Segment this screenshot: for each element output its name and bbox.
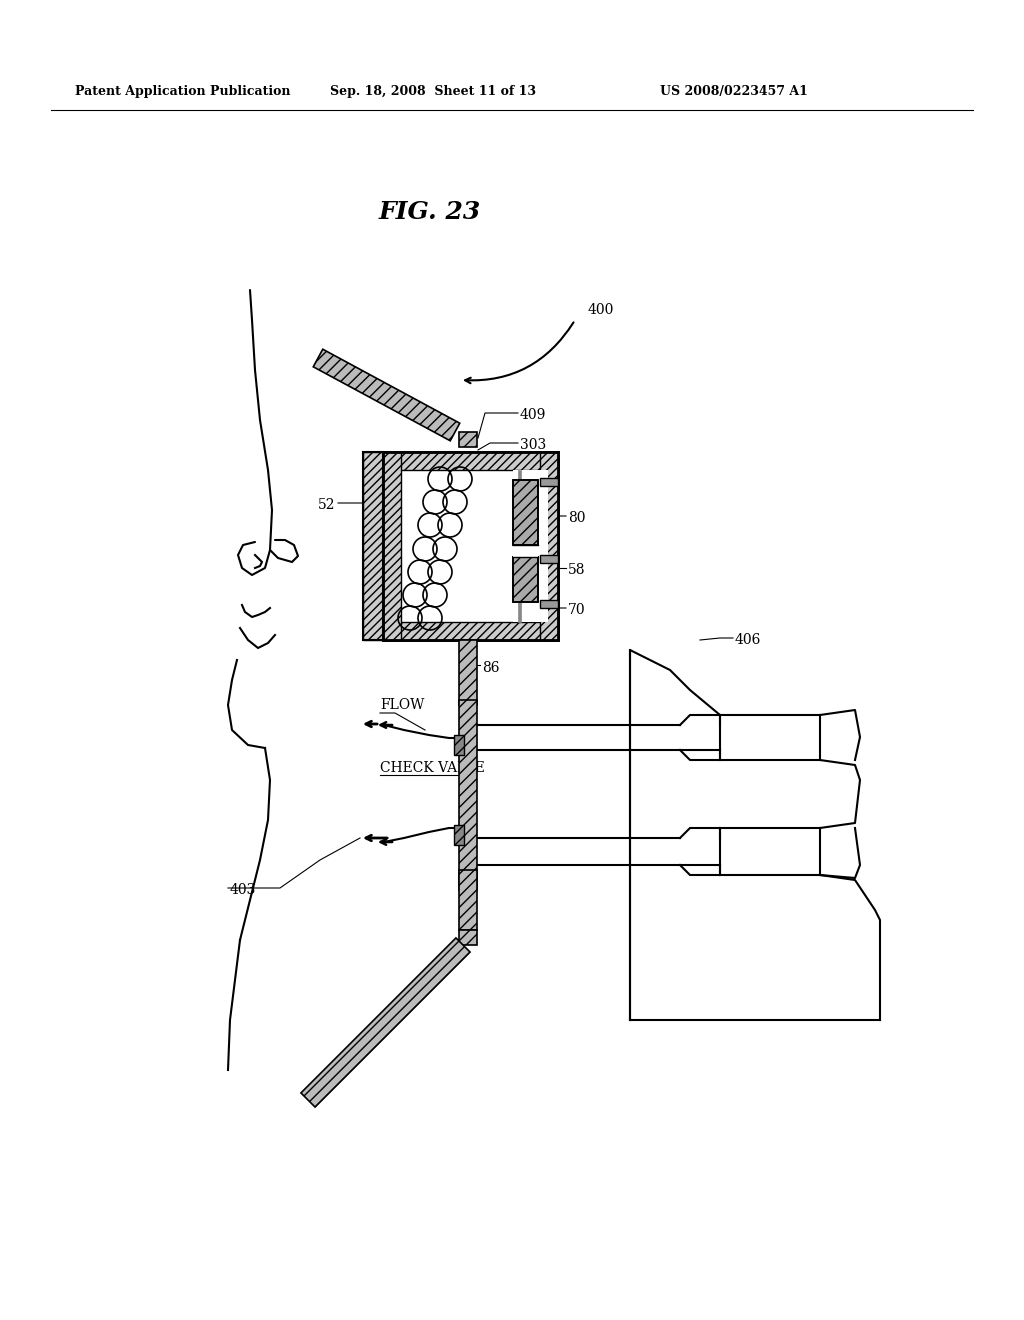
Polygon shape <box>459 432 477 447</box>
Bar <box>518 470 521 622</box>
Polygon shape <box>459 640 477 705</box>
Text: 409: 409 <box>520 408 547 422</box>
Polygon shape <box>459 931 477 945</box>
Polygon shape <box>313 350 460 441</box>
Bar <box>383 451 401 640</box>
Text: 52: 52 <box>318 498 336 512</box>
Bar <box>454 735 464 755</box>
Text: CHECK VALVE: CHECK VALVE <box>380 762 485 775</box>
Text: 400: 400 <box>588 304 614 317</box>
Bar <box>383 451 558 640</box>
Bar <box>540 478 558 486</box>
Bar <box>383 451 558 470</box>
Polygon shape <box>301 939 470 1107</box>
Bar <box>454 825 464 845</box>
Bar <box>513 480 538 545</box>
Bar <box>513 480 538 545</box>
Bar <box>513 557 538 602</box>
Bar <box>362 451 383 640</box>
Bar <box>362 451 383 640</box>
Bar <box>383 451 558 640</box>
Bar <box>540 601 558 609</box>
Bar <box>513 545 538 557</box>
Text: Patent Application Publication: Patent Application Publication <box>75 84 291 98</box>
Text: 403: 403 <box>230 883 256 898</box>
Bar <box>513 470 548 622</box>
Polygon shape <box>459 700 477 890</box>
Text: 406: 406 <box>735 634 762 647</box>
Text: US 2008/0223457 A1: US 2008/0223457 A1 <box>660 84 808 98</box>
Text: 80: 80 <box>568 511 586 525</box>
Text: 70: 70 <box>568 603 586 616</box>
Text: FLOW: FLOW <box>380 698 424 711</box>
Text: 86: 86 <box>482 661 500 675</box>
Text: 58: 58 <box>568 564 586 577</box>
Bar <box>540 554 558 564</box>
Polygon shape <box>459 870 477 931</box>
Text: 303: 303 <box>520 438 546 451</box>
Text: FIG. 23: FIG. 23 <box>379 201 481 224</box>
Text: Sep. 18, 2008  Sheet 11 of 13: Sep. 18, 2008 Sheet 11 of 13 <box>330 84 536 98</box>
Bar <box>513 557 538 602</box>
Bar <box>383 622 558 640</box>
Bar <box>540 451 558 640</box>
